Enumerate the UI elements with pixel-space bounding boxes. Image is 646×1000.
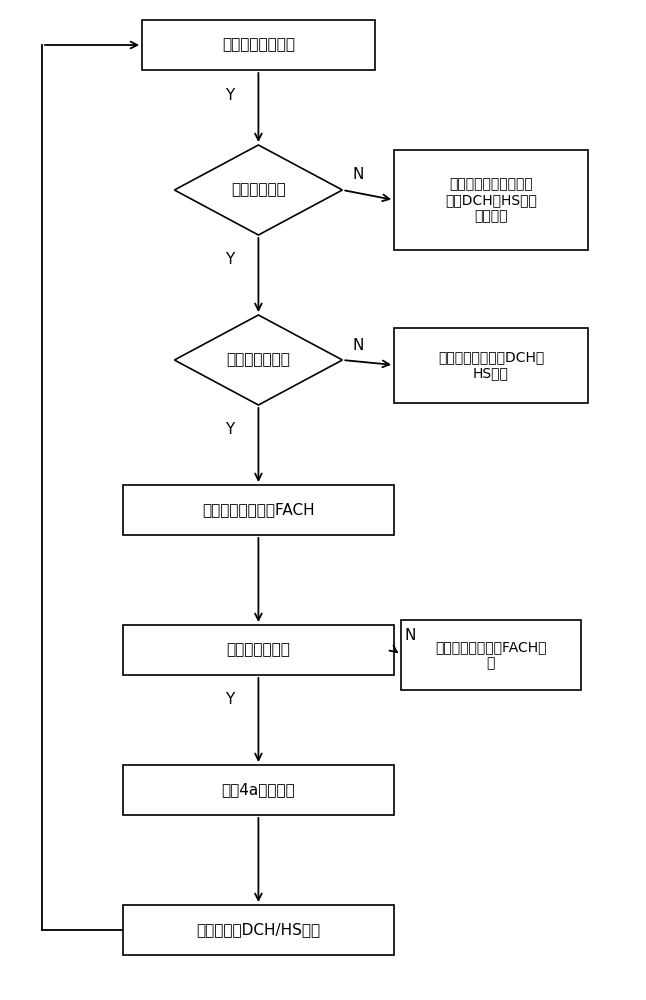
Bar [394,328,588,402]
Text: Y: Y [225,252,234,267]
Text: Y: Y [225,422,234,438]
Polygon shape [174,315,342,405]
Text: N: N [353,167,364,182]
Text: 保持之前状态：在DCH／
HS信道: 保持之前状态：在DCH／ HS信道 [438,350,544,380]
Bar [123,485,394,535]
Bar [142,20,375,70]
Text: N: N [404,628,416,643]
Polygon shape [174,145,342,235]
Text: 保持之前状态：在FACH信
道: 保持之前状态：在FACH信 道 [435,640,547,670]
Text: 大数据业务检测: 大数据业务检测 [227,643,290,658]
Text: 终端能力检测: 终端能力检测 [231,182,286,198]
Text: 用户业务类型检测: 用户业务类型检测 [222,37,295,52]
Text: 迁移至小速率信道FACH: 迁移至小速率信道FACH [202,502,315,518]
Bar [123,625,394,675]
Bar [123,905,394,955]
Bar [123,765,394,815]
Text: 不进行信道迁移，始终
占用DCH／HS信道
进行业务: 不进行信道迁移，始终 占用DCH／HS信道 进行业务 [445,177,537,223]
Text: N: N [353,338,364,353]
Text: Y: Y [225,88,234,103]
Text: 上报4a事件升速: 上报4a事件升速 [222,782,295,798]
Text: 迁移回高速DCH/HS信道: 迁移回高速DCH/HS信道 [196,922,320,938]
Bar [394,150,588,250]
Text: Y: Y [225,693,234,708]
Text: 小速率业务门限: 小速率业务门限 [227,353,290,367]
Bar [401,620,581,690]
